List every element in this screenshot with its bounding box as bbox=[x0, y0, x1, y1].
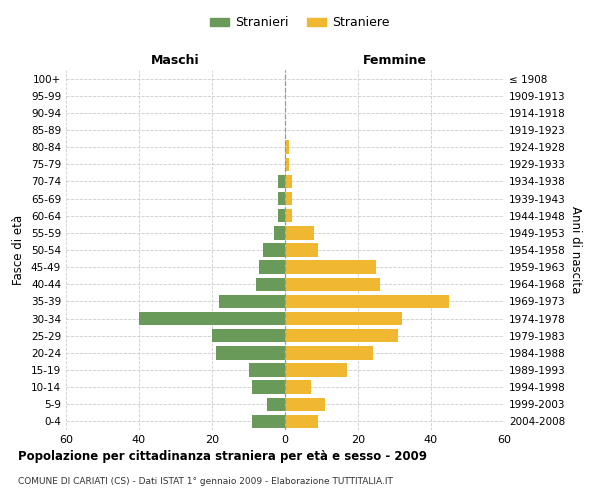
Bar bbox=[220, 294, 285, 308]
Bar bbox=[256, 278, 285, 291]
Bar bbox=[252, 414, 285, 428]
Bar bbox=[285, 192, 292, 205]
Bar bbox=[278, 192, 285, 205]
Bar bbox=[285, 364, 347, 376]
Bar bbox=[285, 294, 449, 308]
Bar bbox=[285, 226, 314, 239]
Bar bbox=[278, 174, 285, 188]
Bar bbox=[274, 226, 285, 239]
Bar bbox=[285, 140, 289, 154]
Bar bbox=[285, 158, 289, 171]
Bar bbox=[285, 329, 398, 342]
Bar bbox=[285, 380, 311, 394]
Bar bbox=[285, 209, 292, 222]
Bar bbox=[139, 312, 285, 326]
Text: Maschi: Maschi bbox=[151, 54, 200, 68]
Bar bbox=[285, 244, 318, 256]
Bar bbox=[285, 414, 318, 428]
Bar bbox=[285, 260, 376, 274]
Bar bbox=[285, 278, 380, 291]
Y-axis label: Anni di nascita: Anni di nascita bbox=[569, 206, 582, 294]
Text: Femmine: Femmine bbox=[362, 54, 427, 68]
Text: COMUNE DI CARIATI (CS) - Dati ISTAT 1° gennaio 2009 - Elaborazione TUTTITALIA.IT: COMUNE DI CARIATI (CS) - Dati ISTAT 1° g… bbox=[18, 478, 393, 486]
Bar bbox=[259, 260, 285, 274]
Bar bbox=[263, 244, 285, 256]
Text: Popolazione per cittadinanza straniera per età e sesso - 2009: Popolazione per cittadinanza straniera p… bbox=[18, 450, 427, 463]
Bar bbox=[267, 398, 285, 411]
Bar bbox=[278, 209, 285, 222]
Bar bbox=[252, 380, 285, 394]
Bar bbox=[285, 174, 292, 188]
Bar bbox=[285, 312, 402, 326]
Bar bbox=[285, 398, 325, 411]
Bar bbox=[248, 364, 285, 376]
Bar bbox=[285, 346, 373, 360]
Legend: Stranieri, Straniere: Stranieri, Straniere bbox=[205, 11, 395, 34]
Y-axis label: Fasce di età: Fasce di età bbox=[13, 215, 25, 285]
Bar bbox=[215, 346, 285, 360]
Bar bbox=[212, 329, 285, 342]
